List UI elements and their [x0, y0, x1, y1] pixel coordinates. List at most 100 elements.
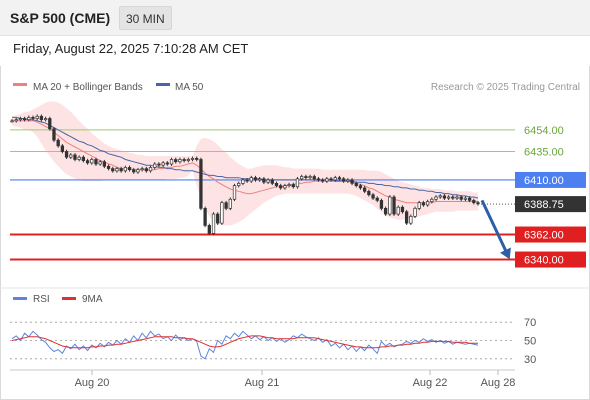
candle-body: [111, 168, 115, 172]
level-label-pivot: 6410.00: [524, 175, 564, 187]
candle-body: [35, 115, 39, 119]
last-price-box: [515, 196, 586, 213]
candle-body: [266, 179, 270, 183]
candle-body: [119, 168, 123, 172]
rsi-legend-swatch: [13, 297, 27, 300]
candle-body: [354, 183, 358, 186]
candle-body: [434, 196, 438, 200]
candle-body: [106, 165, 111, 169]
candle-body: [274, 183, 279, 186]
candle-body: [472, 200, 476, 204]
candle-body: [467, 197, 472, 201]
candle-body: [367, 190, 371, 196]
candle-body: [237, 183, 241, 186]
candle-body: [165, 162, 169, 165]
candle-body: [10, 120, 14, 123]
candle-body: [199, 159, 203, 209]
candle-body: [425, 201, 430, 206]
candle-body: [337, 177, 342, 180]
level-label-resistance: 6454.00: [524, 125, 564, 137]
candle-body: [18, 118, 23, 121]
level-label-resistance: 6435.00: [524, 147, 564, 159]
candle-body: [64, 151, 69, 158]
candle-body: [455, 196, 459, 199]
candle-body: [392, 196, 396, 215]
candle-body: [438, 195, 442, 198]
candle-body: [413, 208, 417, 217]
candle-body: [102, 161, 107, 167]
candle-body: [52, 128, 56, 141]
candle-body: [304, 176, 308, 179]
candle-body: [333, 177, 337, 181]
candle-body: [270, 179, 274, 184]
candle-body: [178, 159, 182, 163]
candle-body: [283, 185, 287, 189]
rsi-tick-label: 30: [524, 354, 536, 366]
candle-body: [216, 213, 220, 224]
x-tick-label: Aug 22: [413, 377, 448, 389]
candle-body: [321, 179, 325, 182]
interval-button[interactable]: 30 MIN: [119, 6, 172, 30]
chart-header: S&P 500 (CME) 30 MIN: [0, 0, 590, 36]
chart-datetime: Friday, August 22, 2025 7:10:28 AM CET: [13, 41, 249, 56]
candle-body: [249, 177, 253, 182]
level-label-box: [515, 251, 586, 268]
candle-body: [291, 184, 295, 188]
bollinger-band: [12, 101, 478, 226]
candle-body: [90, 159, 94, 164]
ma20-legend-swatch: [13, 83, 27, 86]
candle-body: [186, 159, 190, 161]
candle-body: [31, 117, 35, 119]
level-label-box: [515, 171, 586, 188]
candle-body: [182, 159, 186, 161]
candle-body: [396, 206, 400, 215]
candle-body: [56, 139, 60, 147]
ma50-legend-label: MA 50: [175, 82, 204, 93]
candle-body: [148, 167, 153, 172]
forecast-arrow-shaft: [480, 199, 510, 257]
candle-body: [262, 178, 266, 183]
candle-body: [442, 195, 447, 199]
candle-body: [308, 176, 312, 179]
candle-body: [220, 202, 224, 224]
candle-body: [279, 185, 283, 189]
candle-body: [350, 179, 354, 184]
candle-body: [123, 167, 128, 172]
candle-body: [27, 117, 31, 121]
candle-body: [388, 196, 392, 215]
level-label-support: 6340.00: [524, 255, 564, 267]
candle-body: [383, 208, 388, 215]
ma50-line: [12, 116, 479, 199]
level-label-box: [515, 226, 586, 243]
symbol-title: S&P 500 (CME): [10, 10, 111, 26]
candle-body: [69, 154, 73, 158]
candle-body: [207, 225, 211, 234]
x-tick-label: Aug 21: [245, 377, 280, 389]
candle-body: [39, 115, 44, 121]
candle-body: [446, 196, 451, 199]
candle-body: [48, 118, 52, 130]
candle-body: [404, 211, 409, 224]
ma50-legend-swatch: [156, 83, 170, 86]
candle-body: [245, 179, 249, 182]
candle-body: [358, 185, 363, 189]
candle-body: [316, 178, 321, 181]
candle-body: [342, 178, 346, 182]
candle-body: [115, 168, 119, 172]
candle-body: [459, 196, 463, 200]
candle-body: [295, 178, 300, 188]
candle-body: [127, 167, 132, 171]
candle-body: [98, 161, 102, 165]
candle-body: [241, 179, 245, 184]
rsi-tick-label: 70: [524, 317, 536, 329]
candle-body: [258, 178, 262, 181]
candle-body: [232, 185, 237, 200]
x-tick-label: Aug 20: [75, 377, 110, 389]
candle-body: [312, 176, 316, 180]
candle-body: [325, 178, 329, 182]
x-tick-label: Aug 28: [481, 377, 516, 389]
candle-body: [94, 159, 98, 165]
research-credit: Research © 2025 Trading Central: [431, 82, 580, 93]
candle-body: [203, 208, 207, 226]
